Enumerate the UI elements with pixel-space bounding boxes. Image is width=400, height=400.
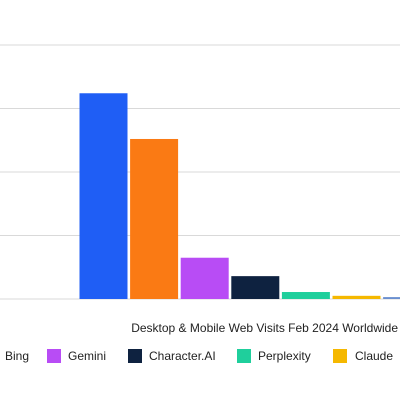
legend-label: Perplexity xyxy=(258,349,311,363)
legend-label: Gemini xyxy=(68,349,106,363)
legend-swatch xyxy=(237,349,251,363)
legend-swatch xyxy=(128,349,142,363)
bar xyxy=(231,276,280,299)
legend-swatch xyxy=(333,349,347,363)
bar xyxy=(332,295,381,299)
legend-swatch xyxy=(47,349,61,363)
bar xyxy=(383,297,400,299)
legend-label: Bing xyxy=(5,349,29,363)
legend-label: Character.AI xyxy=(149,349,216,363)
bar xyxy=(180,257,229,299)
chart-title: Desktop & Mobile Web Visits Feb 2024 Wor… xyxy=(131,321,398,335)
legend-label: Claude xyxy=(355,349,393,363)
bar xyxy=(281,292,330,299)
bar xyxy=(79,93,128,299)
bar xyxy=(130,138,179,299)
